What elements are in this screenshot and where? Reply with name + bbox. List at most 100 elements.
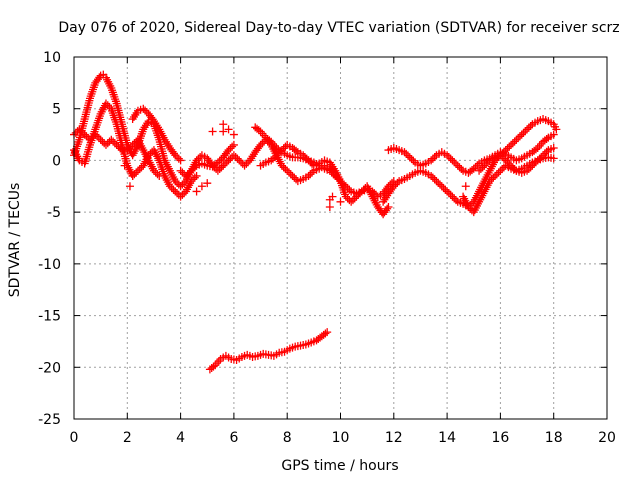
data-point [453,161,462,170]
data-point [181,171,190,180]
data-point [347,197,356,206]
data-point [439,184,448,193]
data-point [304,171,313,180]
data-point [542,135,551,144]
data-point [103,101,112,110]
data-point [503,144,512,153]
y-tick-label: -5 [47,205,61,221]
data-point [277,146,286,155]
data-point [221,159,230,168]
data-point [226,144,235,153]
data-point [192,187,201,196]
data-point [321,329,330,338]
data-point [231,152,240,161]
data-point [400,148,409,157]
data-point [549,154,558,163]
data-point [517,130,526,139]
data-point [446,190,455,199]
data-point [222,158,231,167]
data-point [505,159,514,168]
data-point [286,170,295,179]
data-point [450,194,459,203]
data-point [483,158,492,167]
data-point [487,175,496,184]
data-point [292,146,301,155]
data-point [126,142,135,151]
data-point [116,144,125,153]
data-point [308,159,317,168]
data-point [228,142,237,151]
data-point [531,145,540,154]
y-axis-label: SDTVAR / TECUs [7,183,23,298]
data-point [265,136,274,145]
data-point [190,173,199,182]
data-point [444,189,453,198]
data-point [229,140,238,149]
x-tick-label: 4 [176,430,185,446]
data-point [549,130,558,139]
data-point [277,161,286,170]
data-point [496,151,505,160]
data-point [178,190,187,199]
data-point [240,161,249,170]
data-point [300,152,309,161]
data-point [219,120,228,129]
data-point [430,175,439,184]
data-point [383,204,392,213]
data-point [512,135,521,144]
data-point [189,175,198,184]
data-point [272,151,281,160]
data-point [498,152,507,161]
data-point [229,151,238,160]
data-point [359,185,368,194]
data-point [325,202,334,211]
data-point [165,182,174,191]
data-point [428,154,437,163]
data-point [444,152,453,161]
data-point [256,140,265,149]
x-tick-label: 8 [283,430,292,446]
data-point [302,154,311,163]
data-point [350,194,359,203]
y-tick-label: -20 [38,360,61,376]
data-point [505,142,514,151]
data-point [110,139,119,148]
data-point [274,149,283,158]
data-point [130,170,139,179]
data-point [489,173,498,182]
data-point [533,156,542,165]
data-point [475,166,484,175]
series-track-c [70,125,164,180]
data-point [391,180,400,189]
data-point [508,139,517,148]
data-point [197,182,206,191]
data-point [114,142,123,151]
data-point [125,182,134,191]
data-point [283,166,292,175]
data-point [139,104,148,113]
data-point [77,127,86,136]
data-point [123,146,132,155]
data-point [455,163,464,172]
data-point [176,182,185,191]
data-point [209,362,218,371]
data-point [192,156,201,165]
data-point [499,154,508,163]
data-point [389,182,398,191]
data-point [194,154,203,163]
data-point [171,187,180,196]
x-axis-label: GPS time / hours [281,458,398,474]
data-point [208,161,217,170]
data-point [482,159,491,168]
data-point [443,187,452,196]
data-point [270,152,279,161]
y-tick-label: -25 [38,412,61,428]
data-point [75,125,84,134]
data-point [476,165,485,174]
data-point [176,192,185,201]
data-point [85,135,94,144]
data-point [539,151,548,160]
data-point [528,161,537,170]
